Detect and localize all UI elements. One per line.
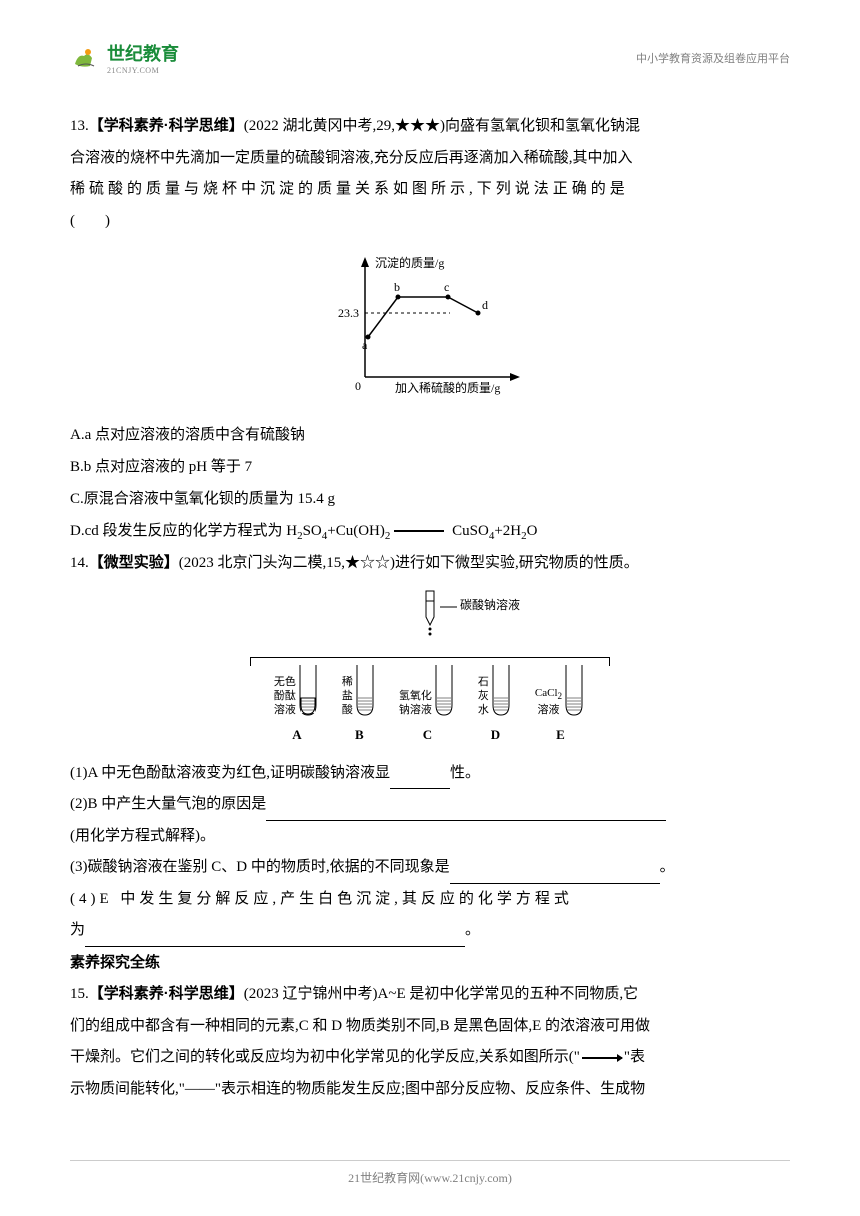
q14-p1: (1)A 中无色酚酞溶液变为红色,证明碳酸钠溶液显性。: [70, 758, 790, 790]
bracket: [250, 657, 610, 658]
q15-text4: 示物质间能转化,"——"表示相连的物质能发生反应;图中部分反应物、反应条件、生成…: [70, 1074, 790, 1106]
q15-source: (2023 辽宁锦州中考): [244, 986, 378, 1002]
q13-text1: 向盛有氢氧化钡和氢氧化钠混: [445, 118, 640, 134]
tube-E: CaCl2溶液 E: [535, 663, 586, 748]
q15-tag: 【学科素养·科学思维】: [89, 985, 244, 1002]
tube-C-label: 氢氧化钠溶液: [399, 689, 432, 718]
q15-text3: 干燥剂。它们之间的转化或反应均为初中化学常见的化学反应,关系如图所示(""表: [70, 1042, 790, 1074]
q14-p4-line2: 为。: [70, 915, 790, 947]
logo-icon: [70, 44, 102, 72]
logo: 世纪教育 21CNJY.COM: [70, 40, 179, 75]
q13-text3: 稀硫酸的质量与烧杯中沉淀的质量关系如图所示,下列说法正确的是: [70, 174, 790, 206]
header-subtitle: 中小学教育资源及组卷应用平台: [636, 50, 790, 66]
q13-optC: C.原混合溶液中氢氧化钡的质量为 15.4 g: [70, 484, 790, 514]
svg-text:c: c: [444, 280, 449, 294]
q13-optD: D.cd 段发生反应的化学方程式为 H2SO4+Cu(OH)2 CuSO4+2H…: [70, 516, 790, 547]
q13-optB: B.b 点对应溶液的 pH 等于 7: [70, 452, 790, 482]
q14-p3: (3)碳酸钠溶液在鉴别 C、D 中的物质时,依据的不同现象是。: [70, 852, 790, 884]
svg-text:d: d: [482, 298, 488, 312]
chart-xlabel: 加入稀硫酸的质量/g: [395, 380, 500, 395]
content-body: 13.【学科素养·科学思维】(2022 湖北黄冈中考,29,★★★)向盛有氢氧化…: [70, 110, 790, 1105]
q14-number: 14.: [70, 555, 89, 571]
q13-chart: 沉淀的质量/g 加入稀硫酸的质量/g 23.3 0 a b c d: [70, 247, 790, 410]
page-header: 世纪教育 21CNJY.COM 中小学教育资源及组卷应用平台: [70, 40, 790, 80]
dropper-icon: 碳酸钠溶液: [220, 589, 640, 639]
svg-text:碳酸钠溶液: 碳酸钠溶液: [460, 597, 520, 612]
reaction-arrow: [394, 530, 444, 532]
q13-text2: 合溶液的烧杯中先滴加一定质量的硫酸铜溶液,充分反应后再逐滴加入稀硫酸,其中加入: [70, 143, 790, 175]
section-title: 素养探究全练: [70, 947, 790, 979]
q14-source: (2023 北京门头沟二模,15,★☆☆): [179, 555, 395, 571]
blank-input[interactable]: [85, 932, 465, 947]
logo-main: 世纪教育: [107, 44, 179, 64]
q15-text1: A~E 是初中化学常见的五种不同物质,它: [378, 986, 639, 1002]
blank-input[interactable]: [450, 869, 660, 884]
page-footer: 21世纪教育网(www.21cnjy.com): [0, 1160, 860, 1186]
q15-text2: 们的组成中都含有一种相同的元素,C 和 D 物质类别不同,B 是黑色固体,E 的…: [70, 1011, 790, 1043]
q14-stem: 14.【微型实验】(2023 北京门头沟二模,15,★☆☆)进行如下微型实验,研…: [70, 547, 790, 580]
svg-text:0: 0: [355, 379, 361, 393]
tube-C: 氢氧化钠溶液 C: [399, 663, 456, 748]
tube-B-label: 稀盐酸: [342, 675, 353, 718]
q15-stem: 15.【学科素养·科学思维】(2023 辽宁锦州中考)A~E 是初中化学常见的五…: [70, 978, 790, 1011]
chart-yvalue: 23.3: [338, 306, 359, 320]
tube-A: 无色酚酞溶液 A: [274, 663, 320, 748]
q14-diagram: 碳酸钠溶液 无色酚酞溶液 A 稀盐酸 B: [70, 589, 790, 748]
logo-text: 世纪教育 21CNJY.COM: [107, 40, 179, 75]
q14-p2: (2)B 中产生大量气泡的原因是: [70, 789, 790, 821]
tube-A-label: 无色酚酞溶液: [274, 675, 296, 718]
q14-tag: 【微型实验】: [89, 554, 179, 571]
q14-p2-note: (用化学方程式解释)。: [70, 821, 790, 853]
svg-text:b: b: [394, 280, 400, 294]
q13-number: 13.: [70, 118, 89, 134]
tube-D-label: 石灰水: [478, 675, 489, 718]
arrow-icon: [582, 1057, 622, 1059]
blank-input[interactable]: [390, 774, 450, 789]
tube-B: 稀盐酸 B: [342, 663, 377, 748]
q13-stem: 13.【学科素养·科学思维】(2022 湖北黄冈中考,29,★★★)向盛有氢氧化…: [70, 110, 790, 143]
footer-text: 21世纪教育网(www.21cnjy.com): [348, 1171, 512, 1185]
logo-sub: 21CNJY.COM: [107, 66, 179, 75]
q13-tag: 【学科素养·科学思维】: [89, 117, 244, 134]
q15-number: 15.: [70, 986, 89, 1002]
tube-D: 石灰水 D: [478, 663, 513, 748]
q13-paren: ( ): [70, 206, 790, 238]
q14-p4-line1: (4)E 中发生复分解反应,产生白色沉淀,其反应的化学方程式: [70, 884, 790, 916]
q13-optA: A.a 点对应溶液的溶质中含有硫酸钠: [70, 420, 790, 450]
blank-input[interactable]: [266, 806, 666, 821]
tube-E-label: CaCl2溶液: [535, 686, 562, 717]
q14-text: 进行如下微型实验,研究物质的性质。: [395, 555, 639, 571]
q13-source: (2022 湖北黄冈中考,29,★★★): [244, 118, 445, 134]
svg-text:a: a: [362, 338, 368, 352]
chart-ylabel: 沉淀的质量/g: [375, 255, 444, 270]
test-tubes: 无色酚酞溶液 A 稀盐酸 B 氢氧化钠溶液 C: [70, 663, 790, 748]
